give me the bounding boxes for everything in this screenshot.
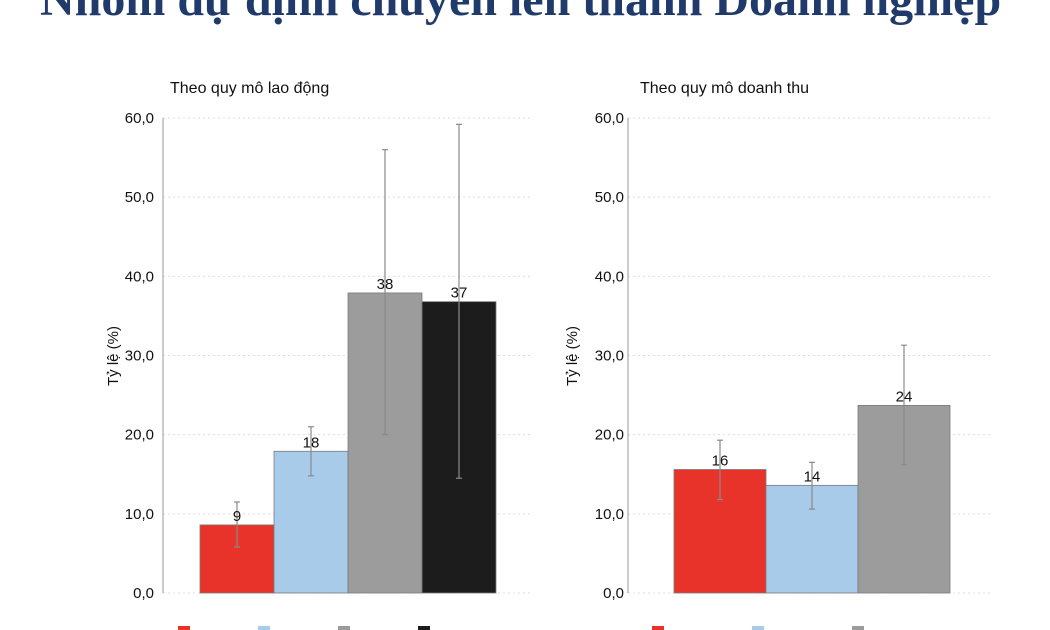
y-tick-label: 10,0 — [125, 506, 154, 523]
y-axis-label-revenue: Tỷ lệ (%) — [564, 326, 581, 386]
data-label: 38 — [377, 276, 394, 293]
legend-swatch — [418, 626, 430, 630]
y-tick-label: 10,0 — [595, 506, 624, 523]
data-label: 14 — [804, 468, 821, 485]
y-tick-label: 30,0 — [595, 348, 624, 365]
legend-swatch — [652, 626, 664, 630]
y-tick-label: 60,0 — [125, 110, 154, 127]
chart-subtitle-labor: Theo quy mô lao động — [170, 80, 329, 97]
slide-title: Nhóm dự định chuyển lên thành Doanh nghi… — [40, 0, 1001, 30]
data-label: 9 — [233, 508, 241, 525]
y-tick-label: 0,0 — [603, 585, 624, 602]
y-tick-label: 50,0 — [595, 189, 624, 206]
plot-area-labor: 0,0 10,0 20,0 30,0 40,0 50,0 60,0 9 18 38 37 — [125, 110, 530, 630]
y-tick-label: 60,0 — [595, 110, 624, 127]
plot-area-revenue: 0,0 10,0 20,0 30,0 40,0 50,0 60,0 16 14 24 — [595, 110, 990, 630]
legend-swatch — [178, 626, 190, 630]
y-tick-label: 0,0 — [133, 585, 154, 602]
legend-swatch — [752, 626, 764, 630]
chart-subtitle-revenue: Theo quy mô doanh thu — [640, 80, 809, 97]
y-tick-label: 30,0 — [125, 348, 154, 365]
legend-swatch — [258, 626, 270, 630]
y-axis-label-labor: Tỷ lệ (%) — [105, 326, 122, 386]
y-tick-label: 40,0 — [595, 268, 624, 285]
data-label: 24 — [896, 388, 913, 405]
data-label: 37 — [451, 285, 468, 302]
y-tick-label: 20,0 — [125, 427, 154, 444]
data-label: 16 — [712, 453, 729, 470]
data-label: 18 — [303, 434, 320, 451]
chart-panel-revenue: Theo quy mô doanh thu Tỷ lệ (%) 0,0 10,0 2… — [564, 80, 990, 630]
y-tick-label: 20,0 — [595, 427, 624, 444]
y-tick-label: 50,0 — [125, 189, 154, 206]
chart-panel-labor: Theo quy mô lao động Tỷ lệ (%) 0,0 10,0 20… — [105, 80, 530, 630]
legend-swatch — [852, 626, 864, 630]
legend-swatch — [338, 626, 350, 630]
y-tick-label: 40,0 — [125, 268, 154, 285]
